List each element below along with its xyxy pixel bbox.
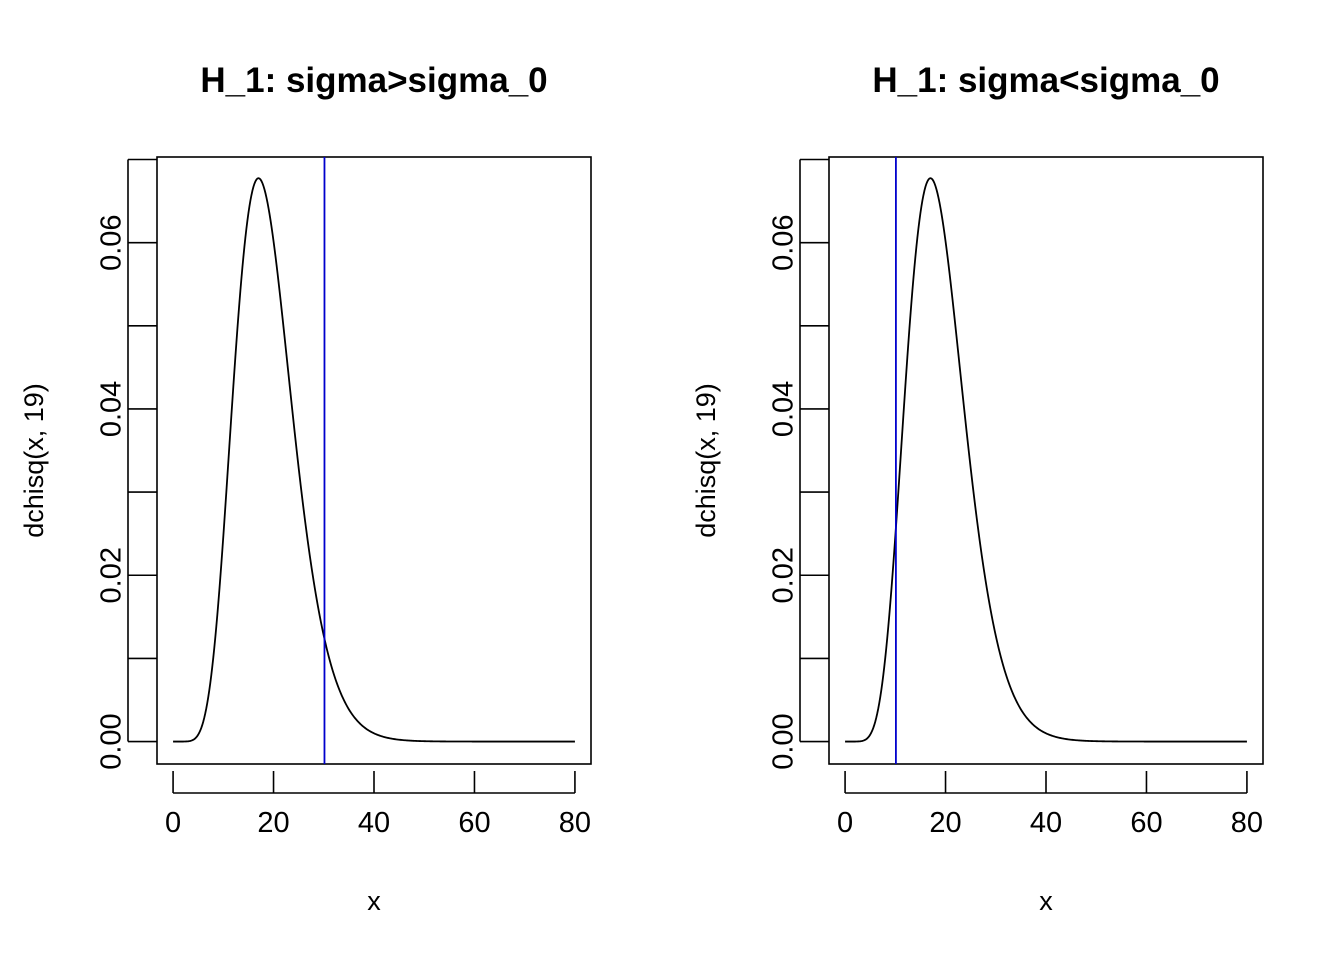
chart-title: H_1: sigma<sigma_0 xyxy=(872,61,1219,100)
plot-frame xyxy=(828,156,1264,765)
density-curve xyxy=(845,177,1247,743)
chart-panel-2: H_1: sigma<sigma_0 0 20 40 60 80 0.00 0.02 0.04 0… xyxy=(691,61,1264,916)
x-tick-label: 40 xyxy=(1030,807,1062,839)
x-tick-label: 40 xyxy=(358,807,390,839)
y-tick-label: 0.02 xyxy=(768,547,800,603)
y-tick-label: 0.02 xyxy=(96,547,128,603)
y-tick-label: 0.04 xyxy=(96,381,128,437)
x-tick-label: 60 xyxy=(1130,807,1162,839)
x-tick-label: 60 xyxy=(458,807,490,839)
y-tick-label: 0.06 xyxy=(96,214,128,270)
x-axis-label: x xyxy=(367,886,381,916)
y-tick-label: 0.00 xyxy=(768,713,800,769)
y-tick-label: 0.04 xyxy=(768,381,800,437)
chart-panel-1: H_1: sigma>sigma_0 0 20 40 60 80 0.00 0.02 0.04 0… xyxy=(19,61,592,916)
x-tick-label: 20 xyxy=(929,807,961,839)
plot-frame xyxy=(156,156,592,765)
x-tick-label: 0 xyxy=(165,807,181,839)
chart-title: H_1: sigma>sigma_0 xyxy=(200,61,547,100)
x-tick-label: 80 xyxy=(1231,807,1263,839)
y-tick-label: 0.06 xyxy=(768,214,800,270)
x-tick-label: 0 xyxy=(837,807,853,839)
density-curve xyxy=(173,177,575,743)
y-tick-label: 0.00 xyxy=(96,713,128,769)
x-axis-label: x xyxy=(1039,886,1053,916)
x-tick-label: 20 xyxy=(257,807,289,839)
y-axis-label: dchisq(x, 19) xyxy=(691,383,721,538)
y-axis-label: dchisq(x, 19) xyxy=(19,383,49,538)
x-tick-label: 80 xyxy=(559,807,591,839)
